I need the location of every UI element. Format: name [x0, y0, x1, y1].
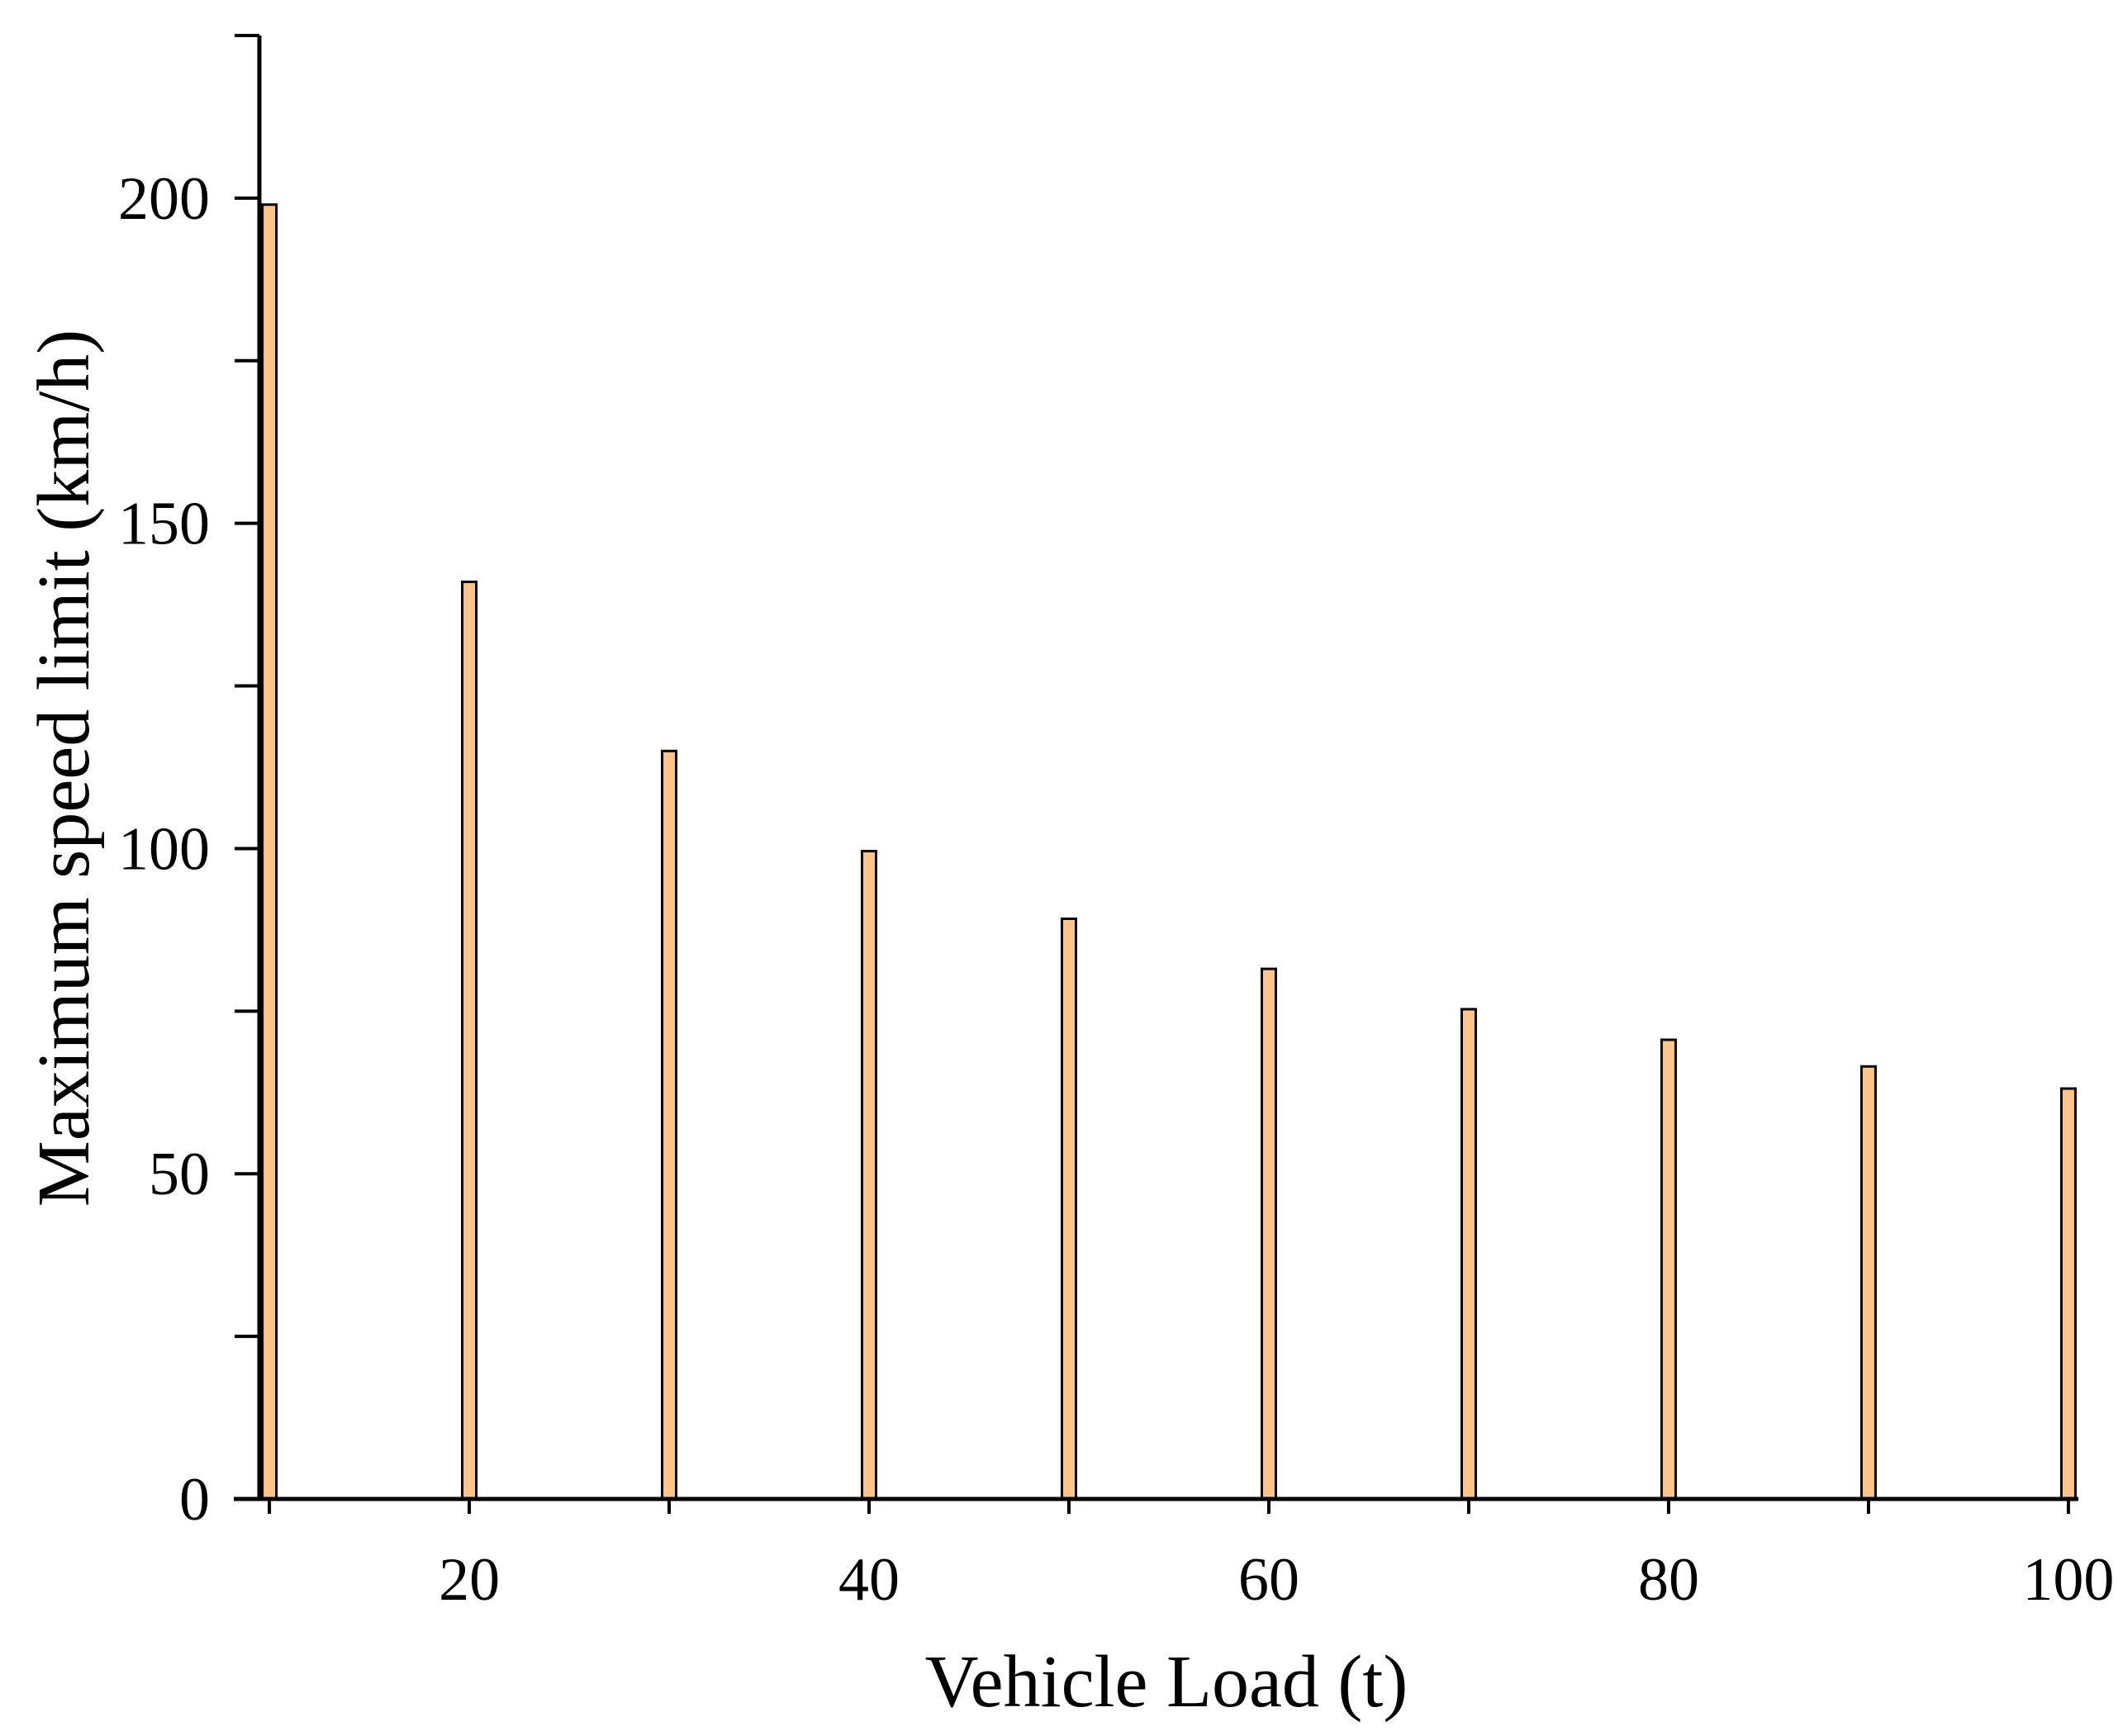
- bar: [2059, 1087, 2077, 1501]
- x-tick-label: 60: [1238, 1546, 1299, 1614]
- y-tick-label: 200: [118, 165, 210, 233]
- bar: [661, 749, 678, 1501]
- y-axis-title: Maximum speed limit (km/h): [23, 330, 105, 1207]
- bar: [1061, 918, 1078, 1501]
- bar: [1460, 1008, 1477, 1501]
- bar: [1660, 1038, 1677, 1501]
- axes-group: [234, 36, 2078, 1501]
- y-tick-label: 50: [149, 1141, 210, 1208]
- bars-group: [261, 203, 2077, 1501]
- y-ticks-group: 0 50 100 150 200: [118, 34, 259, 1534]
- bar: [1260, 967, 1277, 1501]
- bar: [1859, 1065, 1877, 1501]
- x-tick-label: 100: [2022, 1546, 2114, 1614]
- y-tick-label: 100: [118, 815, 210, 883]
- x-ticks-group: 20 40 60 80 100: [268, 1499, 2114, 1614]
- x-tick-label: 20: [439, 1546, 500, 1614]
- bar: [261, 203, 278, 1501]
- bar: [461, 581, 478, 1501]
- y-tick-label: 150: [118, 491, 210, 558]
- x-tick-label: 80: [1638, 1546, 1699, 1614]
- x-tick-label: 40: [838, 1546, 900, 1614]
- bar: [861, 850, 878, 1501]
- y-tick-label: 0: [179, 1466, 210, 1534]
- x-axis-title: Vehicle Load (t): [925, 1641, 1408, 1723]
